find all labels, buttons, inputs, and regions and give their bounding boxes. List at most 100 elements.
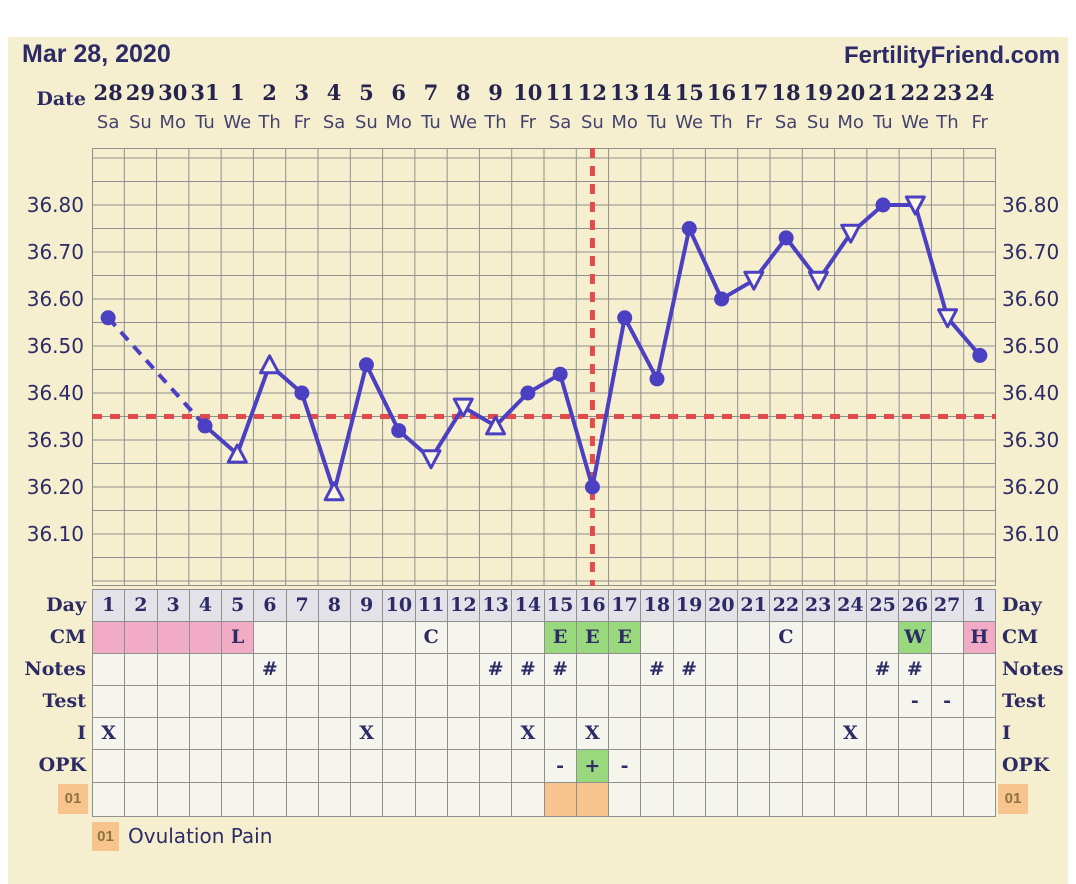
y-axis-label-right: 36.10: [1002, 522, 1060, 546]
cell-test-day14: [512, 686, 545, 718]
cell-day-day12: 12: [447, 590, 480, 622]
table-row-01: [93, 783, 996, 817]
y-axis-label-left: 36.80: [26, 193, 84, 217]
cell-01-day3: [157, 783, 190, 817]
temperature-line-dashed: [106, 316, 207, 428]
cell-test-day26: -: [899, 686, 932, 718]
cell-i-day23: [802, 718, 835, 750]
date-column-label: 17: [739, 80, 769, 105]
weekday-column-label: Mo: [611, 112, 638, 133]
cell-day-day7: 7: [286, 590, 319, 622]
cell-notes-day9: [351, 654, 384, 686]
row-label-left-opk: OPK: [38, 754, 86, 776]
table-row-notes: # # # # # # # #: [93, 654, 996, 686]
cell-opk-day4: [189, 750, 222, 783]
cell-notes-day13: #: [480, 654, 513, 686]
cell-01-day7: [286, 783, 319, 817]
cell-cm-day25: [867, 622, 900, 654]
weekday-column-label: Mo: [385, 112, 412, 133]
date-column-label: 20: [835, 80, 866, 105]
cell-test-day17: [609, 686, 642, 718]
cell-notes-day8: [318, 654, 351, 686]
temp-point-day-7: [294, 385, 310, 401]
cell-day-day2: 2: [125, 590, 158, 622]
cell-day-day26: 26: [899, 590, 932, 622]
weekday-column-label: Mo: [837, 112, 864, 133]
date-column-label: 11: [545, 80, 575, 105]
cell-01-day26: [899, 783, 932, 817]
cell-notes-day15: #: [544, 654, 577, 686]
cell-day-day22: 22: [770, 590, 803, 622]
weekday-column-label: Su: [580, 112, 604, 133]
temp-point-day-21: [743, 270, 765, 291]
date-column-label: 2: [262, 80, 277, 105]
cell-opk-day13: [480, 750, 513, 783]
temp-point-day-11: [420, 449, 442, 470]
cell-test-day28: [963, 686, 996, 718]
weekday-column-label: Fr: [971, 112, 988, 133]
cell-i-day21: [738, 718, 771, 750]
cell-i-day28: [963, 718, 996, 750]
cell-01-day8: [318, 783, 351, 817]
y-axis-label-right: 36.40: [1002, 381, 1060, 405]
row-label-left-i: I: [77, 722, 86, 744]
weekday-column-label: Su: [129, 112, 152, 133]
cell-test-day3: [157, 686, 190, 718]
cell-test-day9: [351, 686, 384, 718]
cell-test-day20: [705, 686, 738, 718]
row-label-right-01: 01: [998, 784, 1028, 814]
date-header-row: 28 29 30 31 1 2 3 4 5 6 7 8 9 10 11 12 13 14 15 16 17 18 19 20 2…: [92, 80, 996, 105]
cell-test-day18: [641, 686, 674, 718]
chart-date-title: Mar 28, 2020: [22, 40, 171, 68]
cell-notes-day2: [125, 654, 158, 686]
date-column-label: 19: [803, 80, 833, 105]
temp-point-day-13: [485, 415, 507, 436]
date-column-label: 28: [93, 80, 123, 105]
cell-notes-day12: [447, 654, 480, 686]
table-row-test: --: [93, 686, 996, 718]
cell-opk-day5: [222, 750, 255, 783]
cell-notes-day10: [383, 654, 416, 686]
cell-i-day15: [544, 718, 577, 750]
weekday-column-label: Th: [258, 112, 281, 133]
weekday-column-label: Tu: [647, 112, 667, 133]
cell-i-day22: [770, 718, 803, 750]
brand-link[interactable]: FertilityFriend.com: [843, 42, 1060, 69]
cell-opk-day27: [931, 750, 964, 783]
cell-notes-day28: [963, 654, 996, 686]
cell-opk-day1: [93, 750, 126, 783]
temp-point-day-24: [840, 223, 862, 244]
cell-opk-day28: [963, 750, 996, 783]
cell-i-day14: X: [512, 718, 545, 750]
row-label-left-test: Test: [42, 690, 86, 712]
cell-day-day5: 5: [222, 590, 255, 622]
cell-opk-day6: [254, 750, 287, 783]
cell-notes-day23: [802, 654, 835, 686]
cell-notes-day24: [834, 654, 867, 686]
cell-cm-day14: [512, 622, 545, 654]
cell-cm-day12: [447, 622, 480, 654]
cell-01-day18: [641, 783, 674, 817]
cell-day-day17: 17: [609, 590, 642, 622]
weekday-column-label: Tu: [195, 112, 215, 133]
cell-notes-day6: #: [254, 654, 287, 686]
cell-opk-day19: [673, 750, 706, 783]
cell-cm-day18: [641, 622, 674, 654]
temp-point-day-6: [259, 354, 281, 375]
y-axis-label-left: 36.20: [26, 475, 84, 499]
date-column-label: 31: [190, 80, 220, 105]
cell-01-day1: [93, 783, 126, 817]
date-column-label: 30: [158, 80, 188, 105]
cell-i-day20: [705, 718, 738, 750]
temp-point-day-18: [649, 371, 665, 387]
legend-label: Ovulation Pain: [128, 824, 273, 848]
date-column-label: 7: [423, 80, 439, 105]
cell-opk-day25: [867, 750, 900, 783]
cell-day-day10: 10: [383, 590, 416, 622]
cell-cm-day8: [318, 622, 351, 654]
legend-swatch-01: 01: [92, 821, 119, 851]
cell-cm-day1: [93, 622, 126, 654]
cell-opk-day23: [802, 750, 835, 783]
date-column-label: 24: [965, 80, 995, 105]
